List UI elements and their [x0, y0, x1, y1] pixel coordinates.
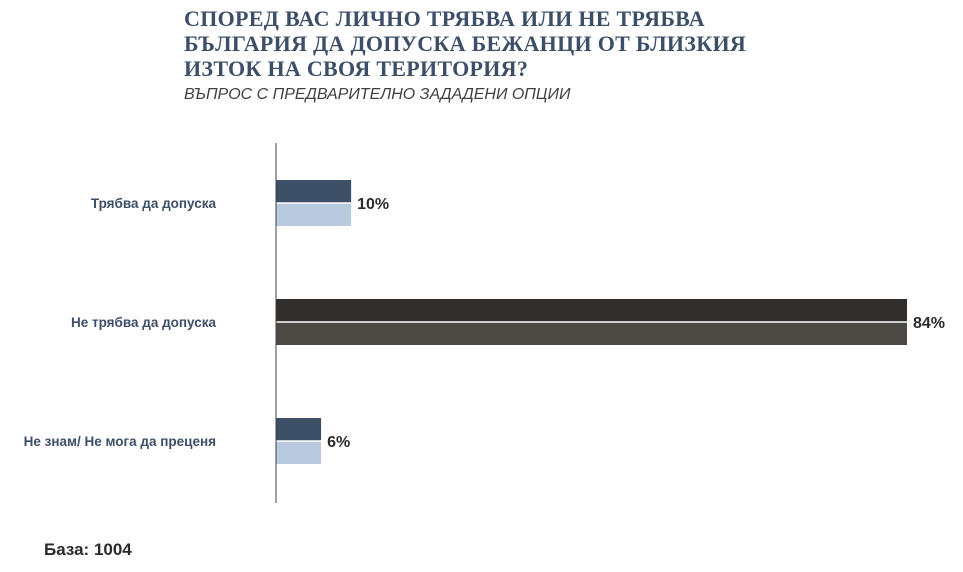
- category-label-1: Трябва да допуска: [91, 196, 217, 211]
- chart-title: СПОРЕД ВАС ЛИЧНО ТРЯБВА ИЛИ НЕ ТРЯБВА БЪ…: [184, 6, 747, 81]
- value-label-2: 84%: [913, 315, 945, 332]
- chart-subtitle: ВЪПРОС С ПРЕДВАРИТЕЛНО ЗАДАДЕНИ ОПЦИИ: [184, 86, 571, 103]
- bar-1-top: [276, 180, 352, 203]
- category-label-3: Не знам/ Не мога да преценя: [24, 434, 216, 449]
- value-label-1: 10%: [357, 196, 389, 213]
- base-note: База: 1004: [44, 540, 132, 559]
- bar-2-top: [276, 299, 907, 322]
- bar-3-bottom: [276, 441, 322, 464]
- bar-1-bottom: [276, 203, 352, 226]
- bar-2-bottom: [276, 322, 907, 345]
- category-label-2: Не трябва да допуска: [71, 315, 217, 330]
- bar-3-top: [276, 418, 322, 441]
- value-label-3: 6%: [327, 434, 350, 451]
